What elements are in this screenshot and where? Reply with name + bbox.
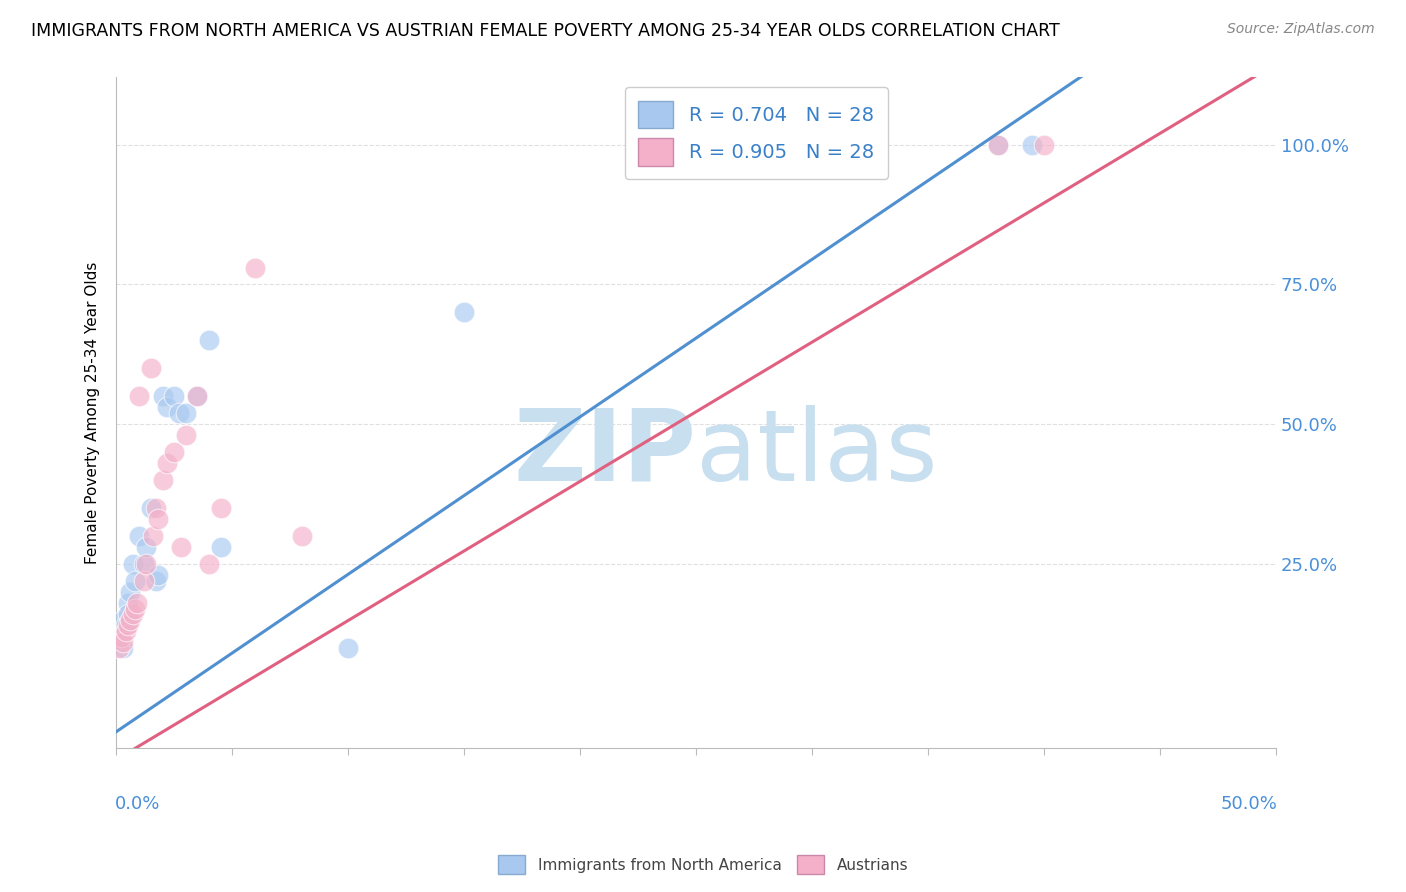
Point xyxy=(127,596,149,610)
Point xyxy=(291,529,314,543)
Text: ZIP: ZIP xyxy=(513,405,696,501)
Point xyxy=(107,640,129,655)
Point xyxy=(987,137,1010,152)
Point xyxy=(174,406,197,420)
Text: 0.0%: 0.0% xyxy=(115,796,160,814)
Legend: Immigrants from North America, Austrians: Immigrants from North America, Austrians xyxy=(492,849,914,880)
Point xyxy=(117,618,139,632)
Point xyxy=(152,389,174,403)
Point xyxy=(163,445,186,459)
Point xyxy=(163,389,186,403)
Text: Source: ZipAtlas.com: Source: ZipAtlas.com xyxy=(1227,22,1375,37)
Y-axis label: Female Poverty Among 25-34 Year Olds: Female Poverty Among 25-34 Year Olds xyxy=(86,261,100,564)
Point xyxy=(174,428,197,442)
Point xyxy=(1021,137,1043,152)
Point xyxy=(142,529,165,543)
Point xyxy=(453,305,475,319)
Point xyxy=(132,574,155,588)
Point xyxy=(110,630,132,644)
Point xyxy=(209,501,232,516)
Point xyxy=(135,557,157,571)
Point xyxy=(145,574,167,588)
Legend: R = 0.704   N = 28, R = 0.905   N = 28: R = 0.704 N = 28, R = 0.905 N = 28 xyxy=(624,87,887,179)
Point xyxy=(128,389,150,403)
Point xyxy=(170,540,193,554)
Point xyxy=(124,574,146,588)
Point xyxy=(107,630,129,644)
Point xyxy=(167,406,190,420)
Point xyxy=(121,607,143,622)
Point xyxy=(156,456,179,470)
Text: 50.0%: 50.0% xyxy=(1220,796,1277,814)
Point xyxy=(117,596,139,610)
Point xyxy=(110,624,132,638)
Point xyxy=(186,389,208,403)
Point xyxy=(114,624,136,638)
Point xyxy=(120,585,142,599)
Point xyxy=(146,568,169,582)
Point xyxy=(1033,137,1056,152)
Point xyxy=(337,640,360,655)
Point xyxy=(152,473,174,487)
Point xyxy=(146,512,169,526)
Point xyxy=(209,540,232,554)
Point xyxy=(987,137,1010,152)
Point xyxy=(198,557,221,571)
Point xyxy=(120,613,142,627)
Point xyxy=(132,557,155,571)
Point xyxy=(139,361,162,376)
Point xyxy=(112,635,135,649)
Point xyxy=(112,640,135,655)
Point xyxy=(139,501,162,516)
Point xyxy=(245,260,267,275)
Text: atlas: atlas xyxy=(696,405,938,501)
Point xyxy=(156,401,179,415)
Point xyxy=(128,529,150,543)
Point xyxy=(114,618,136,632)
Point xyxy=(117,607,139,622)
Point xyxy=(186,389,208,403)
Text: IMMIGRANTS FROM NORTH AMERICA VS AUSTRIAN FEMALE POVERTY AMONG 25-34 YEAR OLDS C: IMMIGRANTS FROM NORTH AMERICA VS AUSTRIA… xyxy=(31,22,1060,40)
Point xyxy=(121,557,143,571)
Point xyxy=(198,333,221,347)
Point xyxy=(145,501,167,516)
Point xyxy=(124,601,146,615)
Point xyxy=(112,613,135,627)
Point xyxy=(135,540,157,554)
